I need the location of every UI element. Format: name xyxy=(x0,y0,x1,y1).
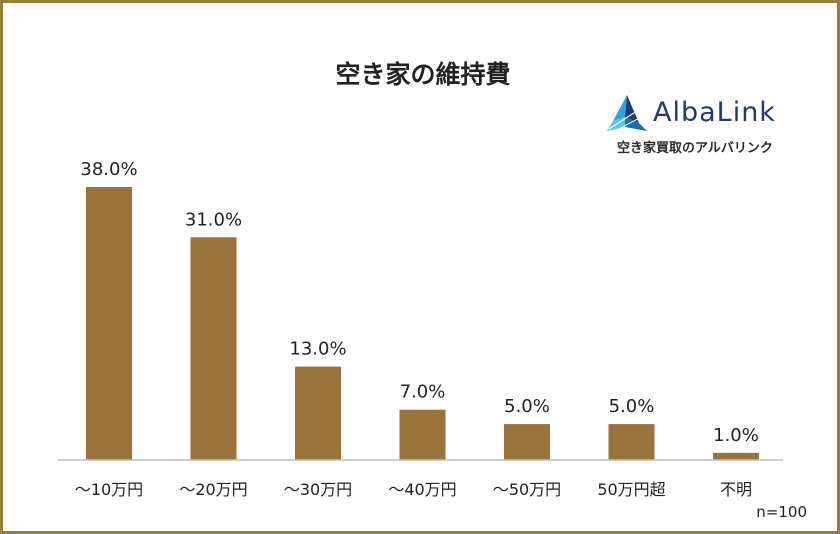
value-label-6: 5.0% xyxy=(609,396,655,417)
value-label-4: 7.0% xyxy=(400,382,446,403)
value-label-3: 13.0% xyxy=(289,339,346,360)
bar-1 xyxy=(86,187,132,460)
category-label-3: ～30万円 xyxy=(284,480,352,499)
bar-5 xyxy=(504,424,550,460)
albalink-triangle-icon xyxy=(607,95,647,132)
bar-2 xyxy=(190,237,237,460)
category-label-2: ～20万円 xyxy=(179,480,247,499)
sample-size-note: n=100 xyxy=(756,503,807,521)
bars-layer xyxy=(86,187,759,460)
category-label-6: 50万円超 xyxy=(597,480,665,499)
brand-logo: AlbaLink 空き家買取のアルバリンク xyxy=(605,93,815,159)
labels-layer: 38.0% ～10万円 31.0% ～20万円 13.0% ～30万円 7.0% ～40万円 5… xyxy=(75,159,759,499)
bar-3 xyxy=(295,366,341,460)
bar-6 xyxy=(608,424,655,460)
bar-chart: 38.0% ～10万円 31.0% ～20万円 13.0% ～30万円 7.0% ～40万円 5… xyxy=(58,159,783,499)
brand-name: AlbaLink xyxy=(653,97,776,128)
category-label-1: ～10万円 xyxy=(75,480,143,499)
value-label-7: 1.0% xyxy=(713,425,759,446)
value-label-5: 5.0% xyxy=(504,396,550,417)
brand-tagline: 空き家買取のアルバリンク xyxy=(617,141,773,156)
category-label-4: ～40万円 xyxy=(388,480,456,499)
chart-title: 空き家の維持費 xyxy=(335,60,511,89)
category-label-7: 不明 xyxy=(720,480,752,499)
bar-7 xyxy=(713,452,759,460)
value-label-1: 38.0% xyxy=(80,159,137,180)
value-label-2: 31.0% xyxy=(185,209,242,230)
bar-4 xyxy=(399,409,446,460)
category-label-5: ～50万円 xyxy=(493,480,561,499)
